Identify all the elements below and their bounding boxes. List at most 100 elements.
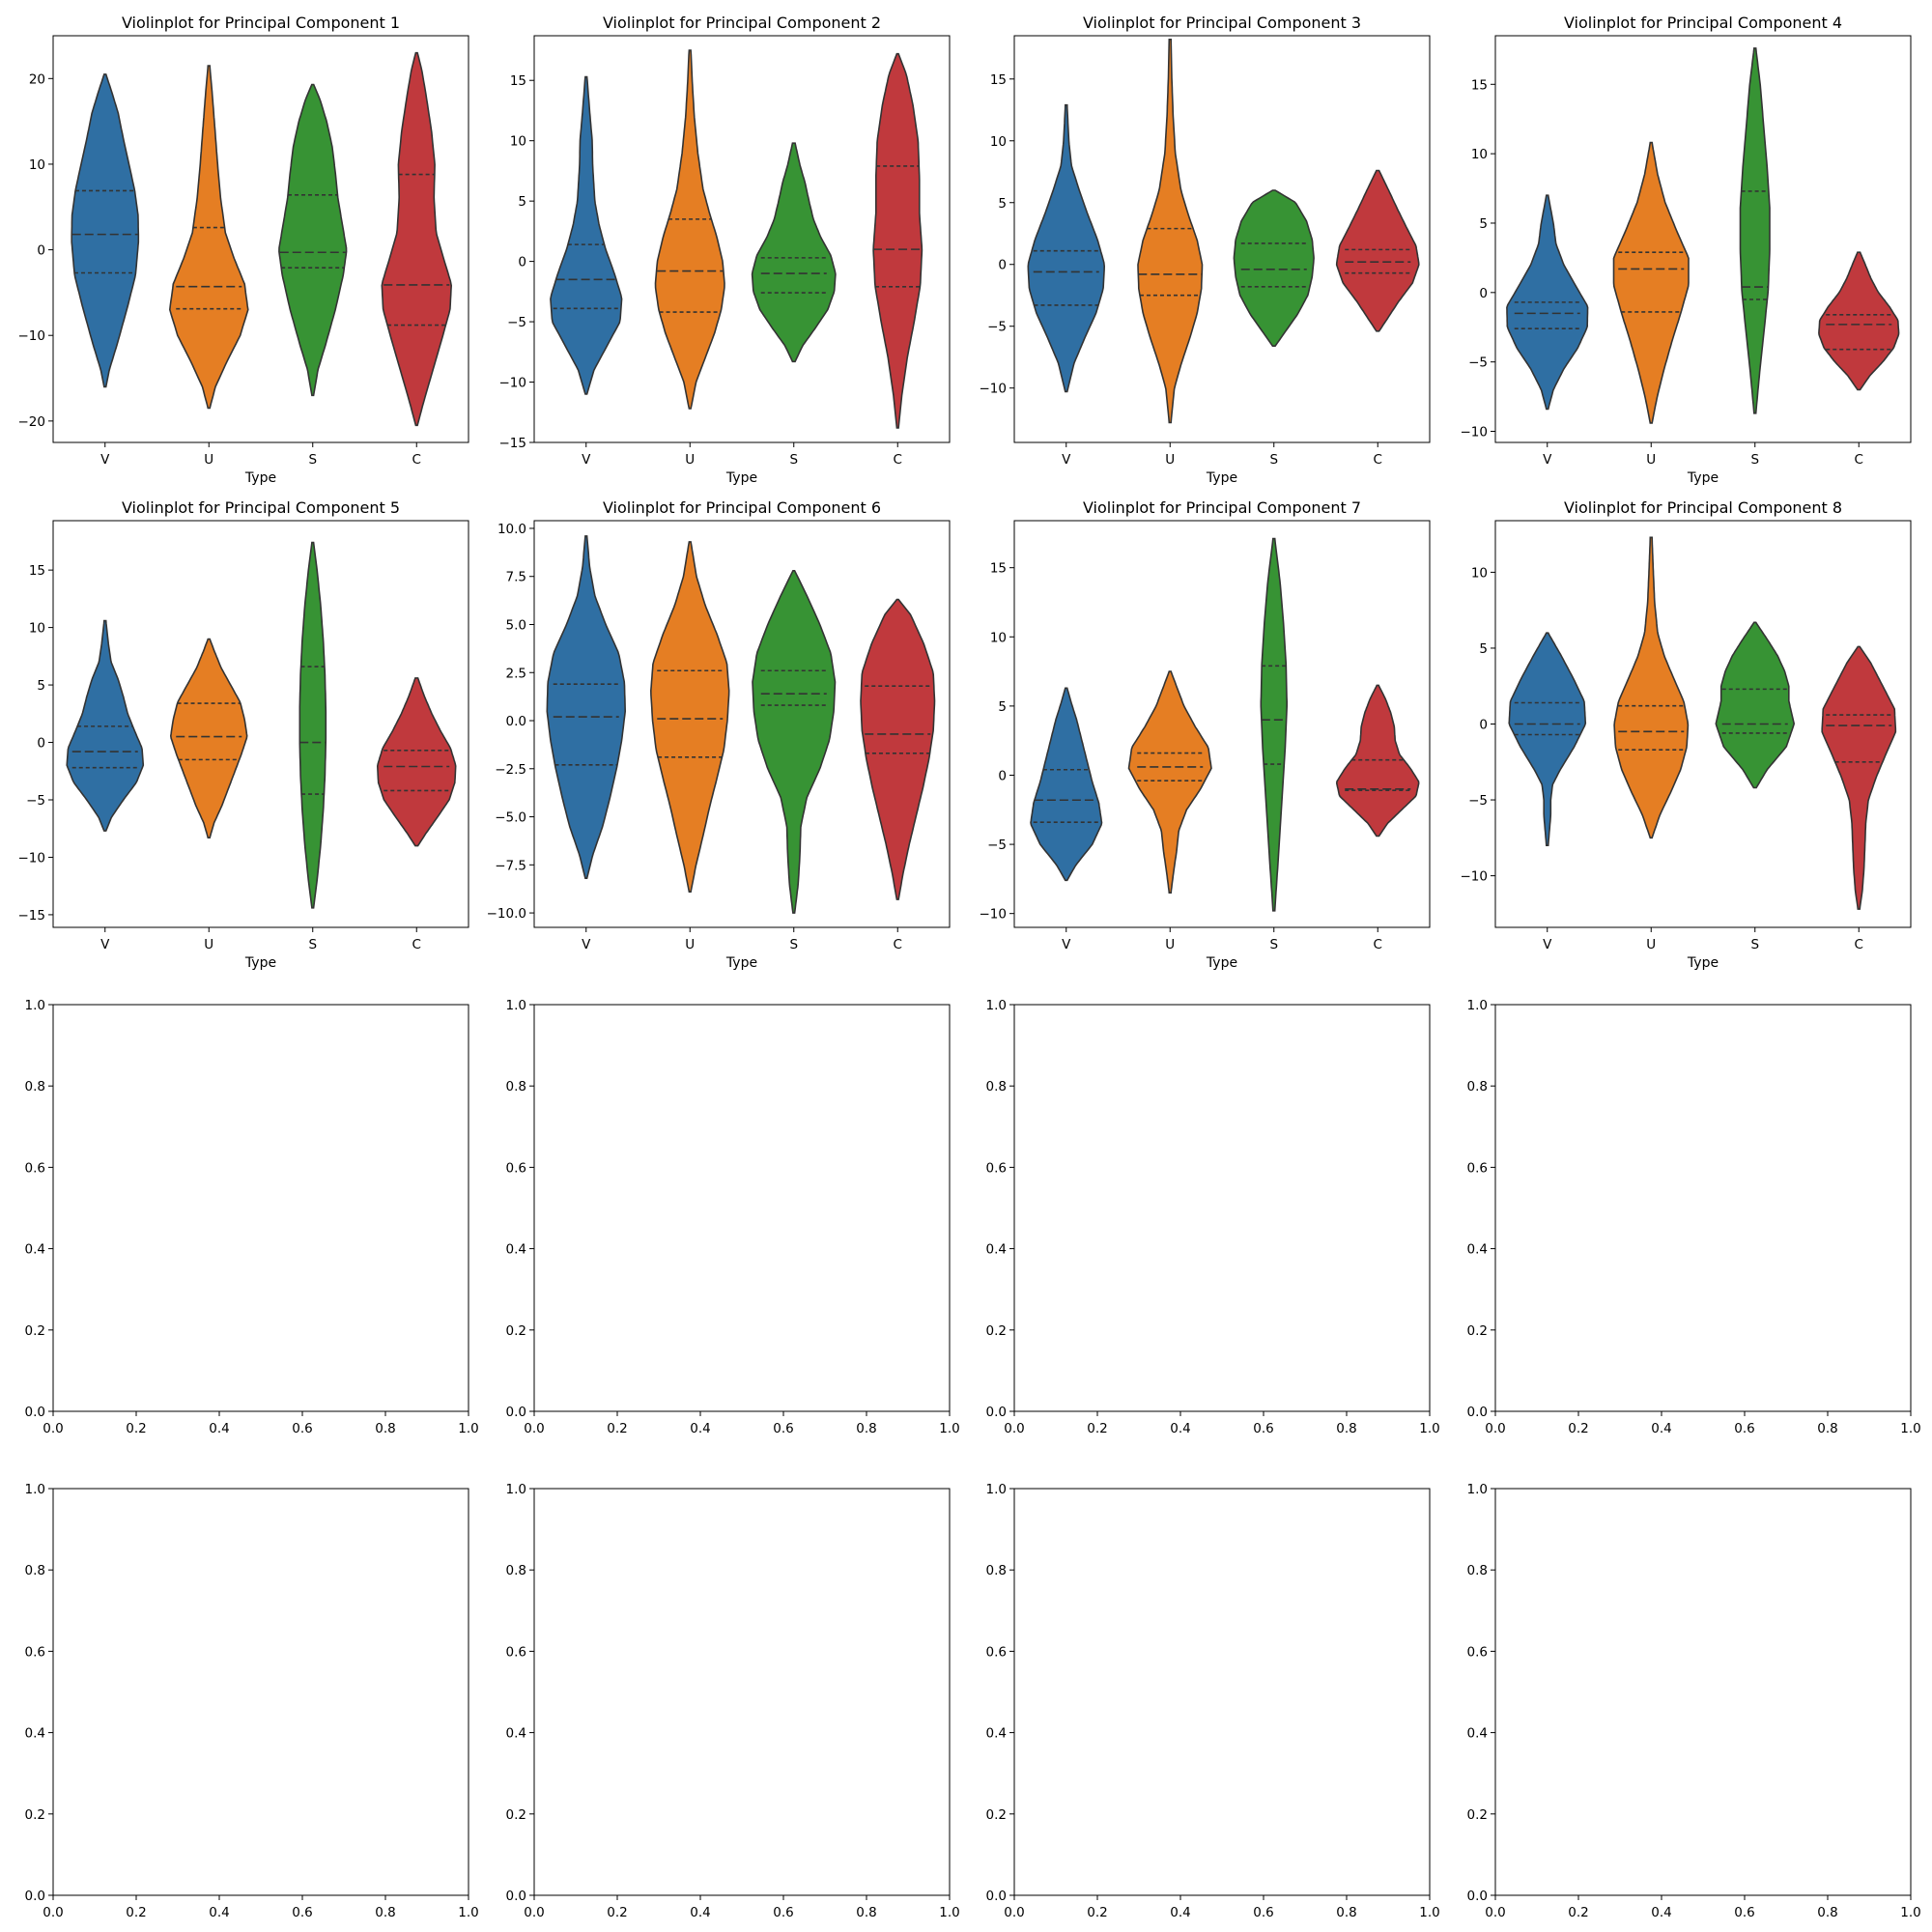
- y-tick-label: 1.0: [986, 1482, 1007, 1497]
- y-tick-label: 1.0: [25, 998, 45, 1013]
- x-tick-label: 0.0: [43, 1905, 63, 1920]
- violin-U: [1127, 670, 1212, 894]
- axes-frame: [1494, 1004, 1912, 1412]
- violin-U: [654, 49, 725, 410]
- plot-area: [1508, 536, 1897, 910]
- x-tick-label-V: V: [1062, 452, 1071, 468]
- subplot-1: −20 −10 0 10 20 V U S C Violinplot for Principal …: [18, 14, 469, 486]
- x-tick-label-S: S: [1269, 937, 1278, 952]
- y-tick-label: 0.0: [506, 1405, 526, 1420]
- subplot-title: Violinplot for Principal Component 4: [1564, 14, 1842, 32]
- violin-U: [649, 541, 730, 893]
- y-tick-label: −5: [507, 315, 526, 330]
- x-tick-label-S: S: [789, 937, 798, 952]
- x-tick-label-V: V: [1543, 452, 1552, 468]
- y-tick-label: 0.0: [506, 1889, 526, 1904]
- y-tick-label: −5: [1468, 355, 1488, 371]
- x-tick-label: 0.4: [690, 1421, 710, 1436]
- y-tick-label: −15: [18, 908, 46, 923]
- x-tick-label: 0.2: [1568, 1421, 1588, 1436]
- x-axis-label: Type: [1687, 955, 1719, 971]
- y-tick-label: 10: [29, 621, 45, 637]
- subplot-15: 0.00.0 0.2 0.2 0.4 0.4 0.6 0.6 0.8 0.8 1.0 1.0: [986, 1482, 1440, 1920]
- y-tick-label: 0.4: [986, 1726, 1007, 1742]
- violin-S: [1260, 537, 1288, 912]
- x-tick-label: 1.0: [1900, 1421, 1920, 1436]
- violin-U: [1613, 536, 1690, 839]
- subplot-title: Violinplot for Principal Component 3: [1083, 14, 1361, 32]
- y-tick-label: 20: [29, 71, 45, 87]
- violin-C: [381, 51, 453, 427]
- x-axis-label: Type: [244, 470, 276, 486]
- x-tick-label-V: V: [100, 937, 110, 952]
- violin-S: [1739, 47, 1771, 414]
- x-tick-label-C: C: [894, 937, 902, 952]
- x-tick-label-C: C: [894, 452, 902, 468]
- y-tick-label: 0.8: [25, 1079, 45, 1094]
- violin-C: [1818, 251, 1900, 391]
- subplot-3: −10 −5 0 5 10 15 V U S C Violinplot for Principal …: [980, 14, 1431, 486]
- y-tick-label: 0.2: [986, 1323, 1007, 1339]
- violin-V: [1508, 632, 1587, 846]
- y-tick-label: 5: [1479, 216, 1488, 232]
- subplot-title: Violinplot for Principal Component 2: [603, 14, 881, 32]
- violin-C: [1821, 645, 1897, 910]
- x-tick-label: 0.6: [1253, 1421, 1273, 1436]
- x-axis-label: Type: [244, 955, 276, 971]
- y-tick-label: 0.0: [1467, 1889, 1488, 1904]
- subplot-title: Violinplot for Principal Component 8: [1564, 498, 1842, 517]
- subplot-title: Violinplot for Principal Component 1: [122, 14, 400, 32]
- x-tick-label: 0.8: [1817, 1905, 1837, 1920]
- plot-area: [66, 541, 457, 909]
- y-tick-label: 0.4: [506, 1242, 526, 1258]
- violin-S: [1715, 621, 1796, 789]
- x-tick-label: 0.2: [1087, 1421, 1107, 1436]
- x-tick-label: 0.8: [1336, 1905, 1356, 1920]
- violin-S: [278, 83, 348, 397]
- x-tick-label: 0.0: [1004, 1421, 1024, 1436]
- y-tick-label: 0.0: [506, 714, 526, 729]
- y-tick-label: 1.0: [1467, 1482, 1488, 1497]
- y-tick-label: 5.0: [506, 617, 526, 633]
- y-tick-label: 0.8: [986, 1079, 1007, 1094]
- axes-frame: [52, 1004, 469, 1412]
- x-tick-label-C: C: [1855, 452, 1863, 468]
- y-tick-label: 0.0: [25, 1405, 45, 1420]
- subplot-9: 0.00.0 0.2 0.2 0.4 0.4 0.6 0.6 0.8 0.8 1.0 1.0: [25, 998, 479, 1436]
- violin-S: [1233, 189, 1315, 347]
- subplot-10: 0.00.0 0.2 0.2 0.4 0.4 0.6 0.6 0.8 0.8 1.0 1.0: [506, 998, 960, 1436]
- axes-frame: [533, 1004, 951, 1412]
- y-tick-label: 0.6: [506, 1160, 526, 1176]
- y-tick-label: −5: [987, 320, 1007, 335]
- violin-U: [1137, 39, 1204, 424]
- y-tick-label: 5: [518, 194, 526, 210]
- subplot-16: 0.00.0 0.2 0.2 0.4 0.4 0.6 0.6 0.8 0.8 1.0 1.0: [1467, 1482, 1921, 1920]
- y-tick-label: 0.0: [986, 1889, 1007, 1904]
- y-tick-label: 15: [990, 561, 1007, 577]
- y-tick-label: 0.4: [25, 1726, 45, 1742]
- violin-U: [1612, 141, 1690, 424]
- x-tick-label-V: V: [582, 937, 591, 952]
- violin-V: [71, 73, 140, 388]
- x-tick-label-U: U: [1165, 452, 1175, 468]
- x-tick-label-V: V: [100, 452, 110, 468]
- y-tick-label: 0.6: [25, 1160, 45, 1176]
- violin-S: [751, 142, 837, 363]
- x-tick-label-S: S: [789, 452, 798, 468]
- x-tick-label-S: S: [1750, 452, 1759, 468]
- y-tick-label: 15: [510, 73, 526, 89]
- x-tick-label: 0.8: [1336, 1421, 1356, 1436]
- violin-C: [860, 598, 936, 900]
- x-tick-label-V: V: [1543, 937, 1552, 952]
- x-axis-label: Type: [1687, 470, 1719, 486]
- plot-area: [1030, 537, 1420, 912]
- y-tick-label: 0: [1479, 718, 1488, 733]
- y-tick-label: 0.2: [25, 1807, 45, 1823]
- y-tick-label: 0.4: [986, 1242, 1007, 1258]
- plot-area: [71, 51, 453, 427]
- y-tick-label: 0.8: [1467, 1563, 1488, 1578]
- x-tick-label-C: C: [1855, 937, 1863, 952]
- x-tick-label: 1.0: [1900, 1905, 1920, 1920]
- violin-U: [169, 638, 248, 838]
- x-axis-label: Type: [1206, 470, 1237, 486]
